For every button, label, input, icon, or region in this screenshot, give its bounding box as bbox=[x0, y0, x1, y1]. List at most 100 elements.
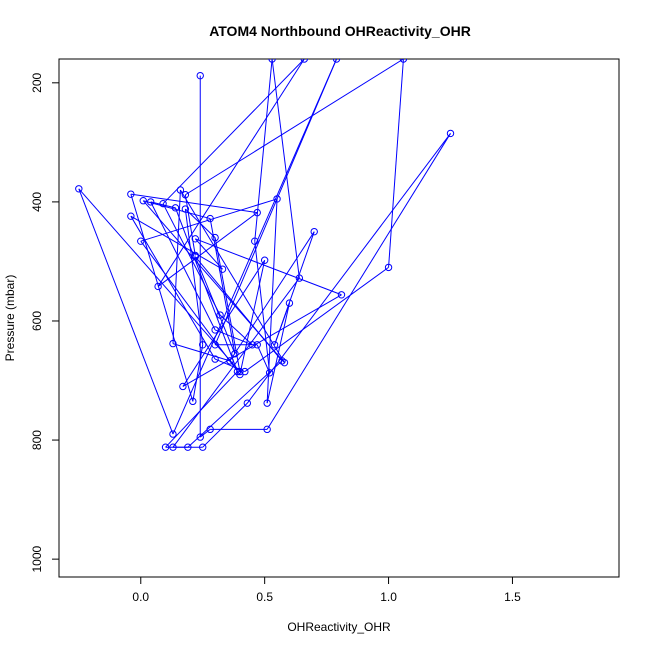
data-point bbox=[139, 197, 147, 205]
series-segment bbox=[130, 194, 194, 402]
data-point bbox=[446, 129, 455, 138]
series-segment bbox=[172, 189, 181, 344]
data-point bbox=[337, 291, 346, 299]
data-point bbox=[206, 214, 214, 223]
data-point bbox=[169, 339, 177, 348]
series-segment bbox=[182, 294, 342, 387]
data-point bbox=[384, 263, 393, 272]
series-segment bbox=[187, 360, 283, 448]
data-point bbox=[226, 357, 234, 365]
series-segment bbox=[157, 212, 258, 287]
data-point bbox=[285, 299, 294, 307]
data-point bbox=[189, 397, 197, 406]
series-segment bbox=[244, 266, 389, 372]
series-segment bbox=[162, 59, 305, 205]
series-segment bbox=[388, 59, 404, 268]
data-point bbox=[191, 251, 199, 260]
data-point bbox=[216, 311, 224, 319]
series-segment bbox=[199, 428, 211, 438]
plot-frame bbox=[58, 58, 620, 578]
data-point bbox=[268, 59, 276, 63]
series-segment bbox=[194, 256, 236, 354]
data-point bbox=[253, 341, 261, 349]
series-segment bbox=[195, 238, 342, 296]
chart-title: ATOM4 Northbound OHReactivity_OHR bbox=[209, 23, 471, 39]
series-segment bbox=[130, 215, 223, 270]
data-point bbox=[191, 235, 199, 243]
x-tick-label: 1.0 bbox=[380, 590, 397, 604]
data-point bbox=[179, 382, 187, 391]
data-point bbox=[137, 237, 145, 245]
data-point bbox=[146, 198, 155, 206]
y-axis-label: Pressure (mbar) bbox=[3, 275, 17, 362]
series-segment bbox=[256, 344, 271, 373]
data-point bbox=[169, 430, 177, 438]
series-segment bbox=[140, 240, 241, 375]
x-tick-label: 0.0 bbox=[132, 590, 149, 604]
series-segment bbox=[266, 133, 451, 430]
series-segment bbox=[179, 189, 285, 363]
data-point bbox=[154, 282, 162, 291]
series-segment bbox=[172, 59, 337, 435]
data-point bbox=[206, 425, 214, 434]
series-segment bbox=[157, 59, 305, 287]
data-point bbox=[176, 186, 185, 194]
data-point bbox=[263, 425, 271, 434]
y-tick-label: 800 bbox=[30, 430, 44, 450]
data-point bbox=[127, 190, 135, 198]
y-axis: 200 400 600 800 1000 bbox=[30, 72, 60, 572]
plot-area bbox=[75, 59, 455, 451]
y-tick-label: 600 bbox=[30, 311, 44, 331]
x-axis-label: OHReactivity_OHR bbox=[287, 620, 391, 634]
data-point bbox=[171, 204, 180, 212]
data-point bbox=[127, 212, 135, 220]
series-segment bbox=[184, 208, 204, 345]
series-segment bbox=[78, 188, 174, 435]
data-point bbox=[181, 205, 190, 213]
y-tick-label: 1000 bbox=[30, 545, 44, 572]
series-segment bbox=[246, 133, 451, 404]
series-segment bbox=[266, 198, 278, 404]
series-segment bbox=[184, 194, 196, 256]
series-segment bbox=[140, 198, 278, 242]
series-segment bbox=[239, 260, 266, 375]
series-segment bbox=[172, 343, 231, 362]
x-axis: 0.0 0.5 1.0 1.5 bbox=[132, 576, 521, 604]
data-point bbox=[211, 355, 219, 363]
data-point bbox=[236, 367, 244, 376]
data-point bbox=[75, 185, 83, 193]
data-point bbox=[248, 341, 256, 349]
data-point bbox=[263, 399, 271, 407]
series-segment bbox=[271, 59, 300, 279]
data-point bbox=[300, 59, 309, 63]
series-segment bbox=[192, 344, 204, 402]
series-segment bbox=[254, 59, 273, 242]
series-segment bbox=[274, 302, 290, 345]
series-segment bbox=[130, 215, 216, 360]
series-points bbox=[75, 59, 455, 451]
series-segment bbox=[254, 241, 271, 373]
series-segment bbox=[214, 237, 241, 372]
data-point bbox=[332, 59, 341, 63]
data-point bbox=[218, 265, 227, 273]
data-point bbox=[241, 367, 249, 376]
data-point bbox=[196, 433, 204, 441]
series-segment bbox=[130, 193, 258, 214]
data-point bbox=[295, 274, 304, 282]
data-point bbox=[253, 208, 261, 217]
data-point bbox=[169, 443, 177, 451]
series-segment bbox=[172, 277, 300, 448]
series-lines bbox=[78, 59, 451, 448]
data-point bbox=[199, 341, 207, 349]
series-segment bbox=[266, 303, 290, 404]
data-point bbox=[273, 195, 281, 203]
data-point bbox=[196, 71, 204, 80]
series-segment bbox=[142, 200, 285, 363]
data-point bbox=[280, 358, 289, 367]
series-segment bbox=[182, 259, 266, 387]
data-point bbox=[161, 443, 170, 451]
series-segment bbox=[143, 200, 211, 220]
data-point bbox=[399, 59, 408, 63]
data-point bbox=[199, 443, 207, 451]
